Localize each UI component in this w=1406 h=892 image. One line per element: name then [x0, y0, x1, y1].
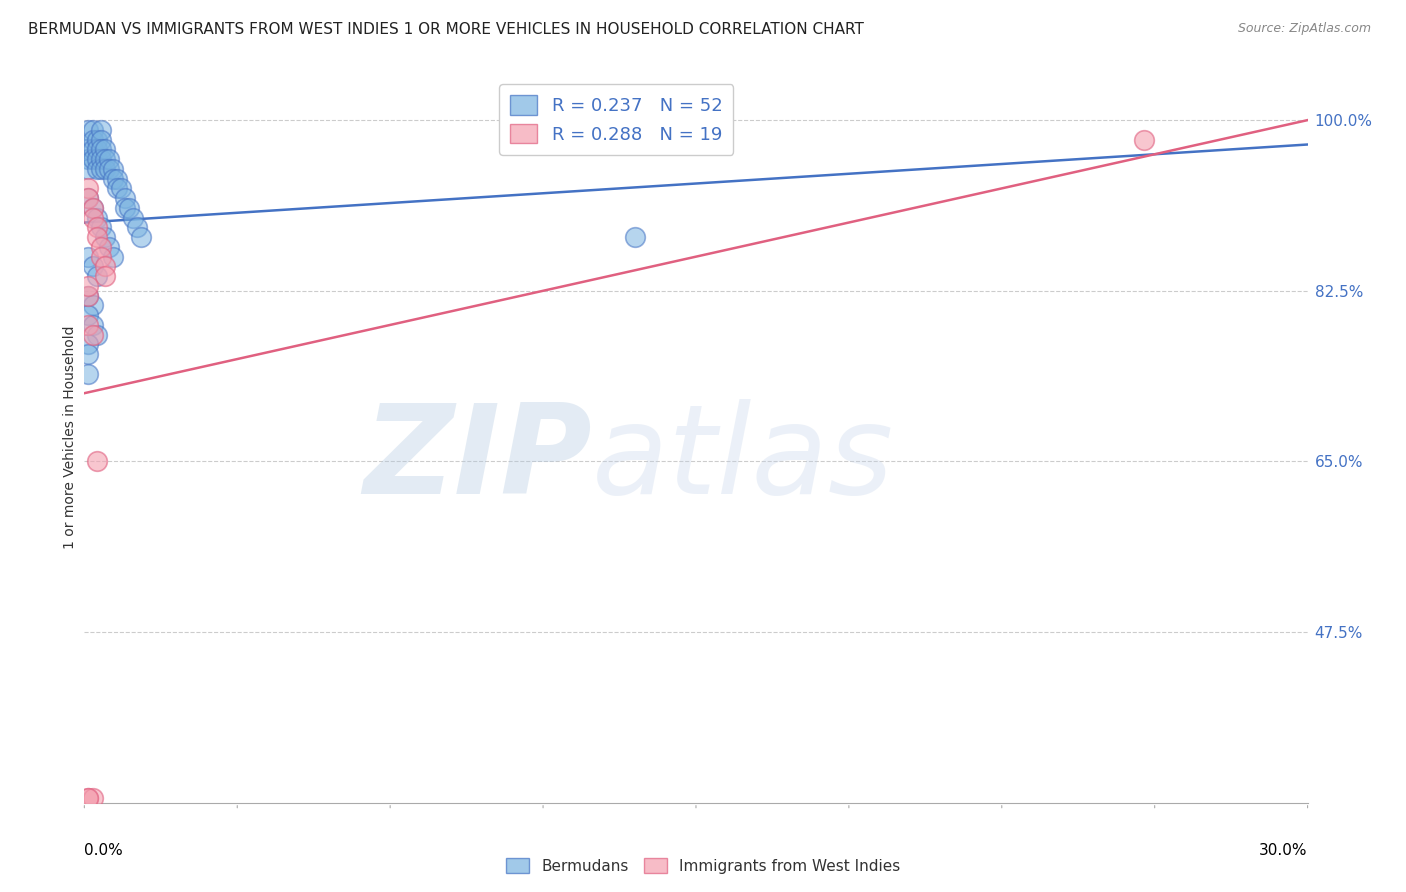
- Point: [86, 269, 108, 284]
- Point: [77, 161, 100, 176]
- Point: [82, 201, 104, 215]
- Point: [77, 279, 100, 293]
- Point: [114, 201, 136, 215]
- Point: [77, 123, 100, 137]
- Point: [82, 133, 104, 147]
- Point: [90, 220, 112, 235]
- Point: [77, 152, 100, 166]
- Point: [77, 288, 100, 302]
- Text: 30.0%: 30.0%: [1260, 843, 1308, 858]
- Point: [90, 133, 112, 147]
- Point: [82, 298, 104, 312]
- Point: [77, 191, 100, 205]
- Legend: R = 0.237   N = 52, R = 0.288   N = 19: R = 0.237 N = 52, R = 0.288 N = 19: [499, 84, 734, 154]
- Point: [86, 142, 108, 156]
- Point: [97, 161, 120, 176]
- Point: [77, 791, 100, 805]
- Point: [77, 308, 100, 322]
- Point: [82, 327, 104, 342]
- Point: [77, 288, 100, 302]
- Point: [97, 240, 120, 254]
- Point: [86, 152, 108, 166]
- Point: [93, 152, 115, 166]
- Point: [101, 250, 124, 264]
- Point: [82, 260, 104, 274]
- Text: BERMUDAN VS IMMIGRANTS FROM WEST INDIES 1 OR MORE VEHICLES IN HOUSEHOLD CORRELAT: BERMUDAN VS IMMIGRANTS FROM WEST INDIES …: [28, 22, 865, 37]
- Legend: Bermudans, Immigrants from West Indies: Bermudans, Immigrants from West Indies: [499, 852, 907, 880]
- Point: [86, 327, 108, 342]
- Point: [105, 181, 128, 195]
- Point: [82, 201, 104, 215]
- Point: [93, 269, 115, 284]
- Point: [101, 161, 124, 176]
- Point: [82, 791, 104, 805]
- Point: [77, 337, 100, 351]
- Point: [110, 181, 132, 195]
- Point: [90, 161, 112, 176]
- Point: [93, 161, 115, 176]
- Point: [101, 171, 124, 186]
- Point: [77, 181, 100, 195]
- Text: atlas: atlas: [592, 399, 894, 519]
- Point: [77, 347, 100, 361]
- Point: [127, 220, 149, 235]
- Point: [105, 171, 128, 186]
- Point: [118, 201, 141, 215]
- Text: ZIP: ZIP: [363, 399, 592, 519]
- Text: 0.0%: 0.0%: [84, 843, 124, 858]
- Point: [86, 161, 108, 176]
- Point: [77, 250, 100, 264]
- Point: [77, 142, 100, 156]
- Point: [93, 260, 115, 274]
- Text: Source: ZipAtlas.com: Source: ZipAtlas.com: [1237, 22, 1371, 36]
- Point: [624, 230, 647, 244]
- Point: [131, 230, 153, 244]
- Point: [1133, 133, 1156, 147]
- Point: [90, 142, 112, 156]
- Point: [77, 318, 100, 332]
- Point: [86, 454, 108, 468]
- Point: [93, 230, 115, 244]
- Point: [86, 133, 108, 147]
- Point: [114, 191, 136, 205]
- Point: [97, 152, 120, 166]
- Y-axis label: 1 or more Vehicles in Household: 1 or more Vehicles in Household: [63, 326, 77, 549]
- Point: [82, 123, 104, 137]
- Point: [90, 250, 112, 264]
- Point: [82, 211, 104, 225]
- Point: [77, 791, 100, 805]
- Point: [82, 152, 104, 166]
- Point: [122, 211, 145, 225]
- Point: [77, 191, 100, 205]
- Point: [82, 142, 104, 156]
- Point: [90, 240, 112, 254]
- Point: [86, 230, 108, 244]
- Point: [86, 211, 108, 225]
- Point: [86, 220, 108, 235]
- Point: [82, 318, 104, 332]
- Point: [93, 142, 115, 156]
- Point: [90, 152, 112, 166]
- Point: [77, 367, 100, 381]
- Point: [90, 123, 112, 137]
